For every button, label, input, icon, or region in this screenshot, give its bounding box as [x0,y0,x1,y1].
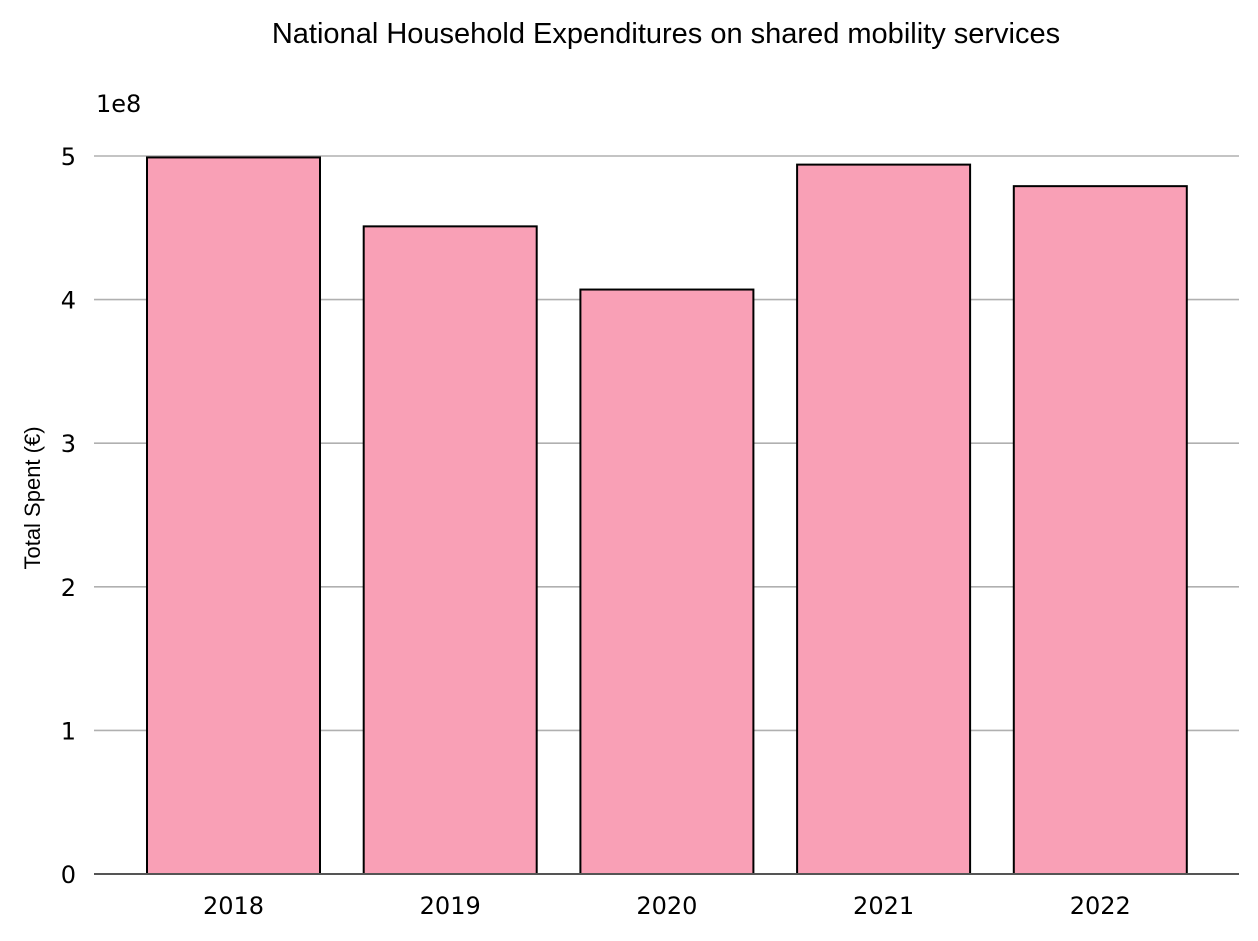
x-tick-label: 2021 [853,892,914,920]
x-tick-label: 2022 [1070,892,1131,920]
y-tick-label: 5 [61,143,76,171]
x-tick-labels: 2018 2019 2020 2021 2022 [203,892,1131,920]
y-tick-label: 1 [61,717,76,745]
bar-2021 [796,163,972,875]
y-tick-labels: 0 1 2 3 4 5 [61,143,76,889]
y-tick-label: 0 [61,861,76,889]
x-tick-label: 2018 [203,892,264,920]
bars [146,156,1188,876]
y-axis-label: Total Spent (€) [20,426,45,569]
chart-title: National Household Expenditures on share… [272,18,1060,50]
bar-2018 [146,156,321,876]
y-axis-offset-label: 1e8 [96,90,141,118]
bar-2020 [579,288,755,876]
bar-2022 [1012,185,1188,875]
bar-2019 [362,225,538,875]
y-tick-label: 4 [61,287,76,315]
x-tick-label: 2019 [420,892,481,920]
y-tick-label: 3 [61,430,76,458]
y-tick-label: 2 [61,574,76,602]
x-tick-label: 2020 [636,892,697,920]
